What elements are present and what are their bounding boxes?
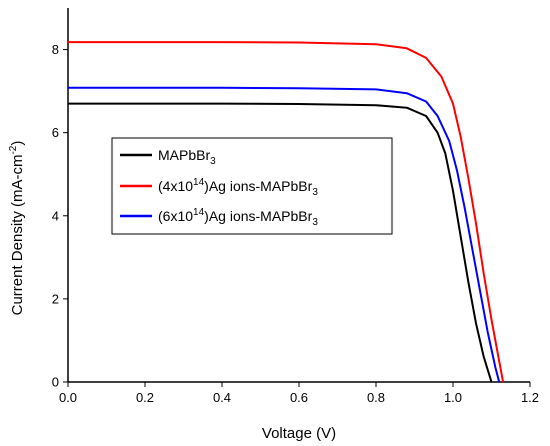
legend-label-part: )Ag ions-MAPbBr (204, 178, 312, 194)
y-tick-label: 2 (52, 291, 59, 306)
legend: MAPbBr3(4x1014)Ag ions-MAPbBr3(6x1014)Ag… (111, 137, 393, 235)
y-tick-label: 4 (52, 208, 59, 223)
legend-label-part: (4x10 (158, 178, 193, 194)
series-line-1 (68, 41, 505, 383)
x-tick-label: 0.6 (290, 390, 308, 405)
legend-label-part: 14 (193, 207, 205, 218)
x-tick-label: 0.0 (59, 390, 77, 405)
x-tick-label: 0.8 (367, 390, 385, 405)
series-layer (68, 41, 505, 383)
y-axis-label-superscript: -2 (8, 145, 19, 154)
legend-label-part: 14 (193, 177, 205, 188)
legend-label-part: )Ag ions-MAPbBr (204, 208, 312, 224)
legend-box (111, 137, 393, 235)
x-tick-label: 0.4 (213, 390, 231, 405)
y-tick-label: 8 (52, 42, 59, 57)
y-axis-label-prefix: Current Density (mA-cm (9, 155, 26, 316)
legend-label-part: 3 (312, 217, 318, 228)
y-tick-label: 0 (52, 375, 59, 390)
y-axis-label-suffix: ) (9, 141, 26, 146)
legend-label-part: 3 (210, 156, 216, 167)
series-line-2 (68, 86, 501, 383)
series-line-0 (68, 102, 493, 383)
legend-label-1: (4x1014)Ag ions-MAPbBr3 (158, 177, 318, 198)
x-axis-label: Voltage (V) (262, 425, 336, 442)
legend-label-part: (6x10 (158, 208, 193, 224)
legend-label-part: 3 (312, 187, 318, 198)
y-ticks: 0 2 4 6 8 (52, 42, 68, 390)
x-tick-label: 0.2 (136, 390, 154, 405)
legend-label-0: MAPbBr3 (158, 147, 216, 167)
y-axis-label: Current Density (mA-cm-2) (8, 141, 26, 316)
x-tick-label: 1.0 (444, 390, 462, 405)
legend-label-2: (6x1014)Ag ions-MAPbBr3 (158, 207, 318, 228)
x-ticks: 0.0 0.2 0.4 0.6 0.8 1.0 1.2 (59, 382, 539, 405)
legend-label-part: MAPbBr (158, 147, 210, 163)
y-tick-label: 6 (52, 125, 59, 140)
x-tick-label: 1.2 (521, 390, 539, 405)
